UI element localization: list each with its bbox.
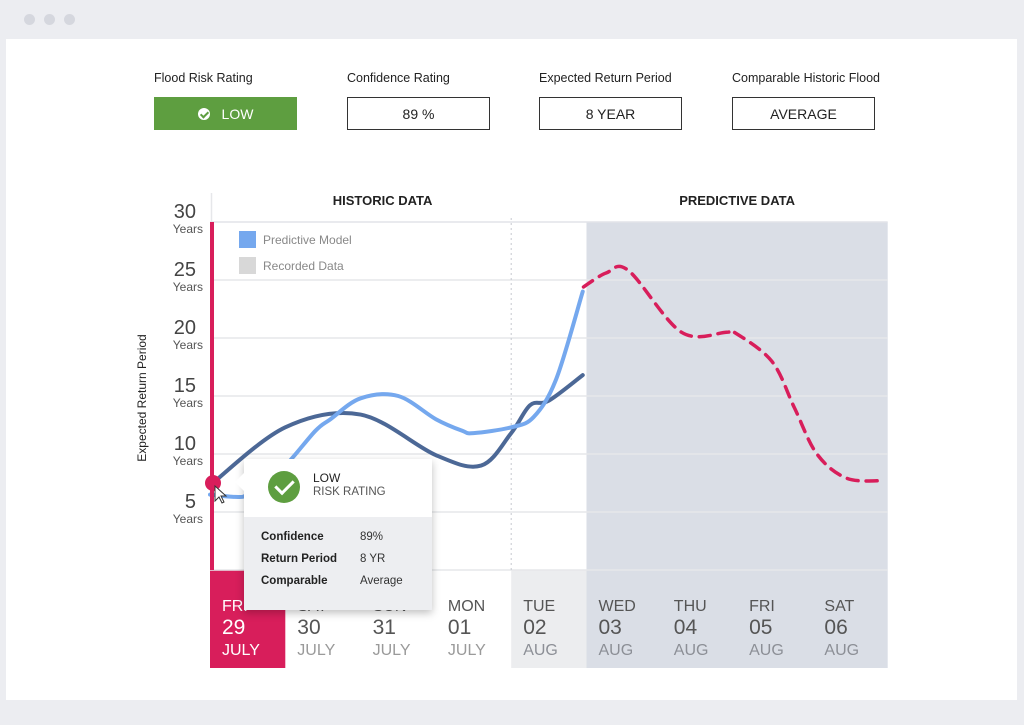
- recorded-data-line: [208, 373, 585, 488]
- flood-risk-badge[interactable]: LOW: [154, 97, 297, 130]
- selected-axis-bar: [210, 222, 214, 570]
- day-of-week-label[interactable]: MON: [448, 598, 485, 615]
- y-tick-unit: Years: [173, 396, 203, 410]
- month-label[interactable]: JULY: [297, 642, 335, 659]
- kpi-value: 8 YEAR: [585, 105, 636, 122]
- y-tick-unit: Years: [173, 512, 203, 526]
- y-tick-unit: Years: [173, 280, 203, 294]
- day-number-label[interactable]: 04: [674, 616, 698, 639]
- forecast-region: [586, 222, 888, 668]
- kpi-return-period: Expected Return Period 8 YEAR: [539, 71, 682, 130]
- tooltip-title: LOW: [313, 471, 341, 485]
- day-of-week-label[interactable]: FRI: [222, 598, 248, 615]
- month-label[interactable]: AUG: [674, 642, 709, 659]
- month-label[interactable]: JULY: [373, 642, 411, 659]
- y-tick-label: 5: [185, 491, 196, 513]
- day-of-week-label[interactable]: THU: [674, 598, 707, 615]
- kpi-value: 89 %: [402, 105, 435, 122]
- kpi-value-box[interactable]: AVERAGE: [732, 97, 875, 130]
- today-column: [511, 570, 587, 668]
- predictive-section-title: PREDICTIVE DATA: [679, 193, 795, 208]
- y-tick-label: 20: [174, 317, 196, 339]
- kpi-confidence: Confidence Rating 89 %: [347, 71, 490, 130]
- window-dot-icon[interactable]: [44, 14, 55, 25]
- month-label[interactable]: AUG: [749, 642, 784, 659]
- day-number-label[interactable]: 06: [824, 616, 847, 639]
- day-of-week-label[interactable]: WED: [599, 598, 636, 615]
- month-label[interactable]: JULY: [222, 642, 260, 659]
- kpi-value: LOW: [221, 105, 254, 122]
- day-number-label[interactable]: 29: [222, 616, 245, 639]
- y-tick-label: 30: [174, 201, 196, 223]
- y-tick-label: 25: [174, 259, 196, 281]
- kpi-label: Expected Return Period: [539, 71, 672, 85]
- window-dot-icon[interactable]: [64, 14, 75, 25]
- tooltip-value: 8 YR: [360, 553, 386, 565]
- tooltip-key: Confidence: [261, 531, 324, 543]
- historic-section-title: HISTORIC DATA: [333, 193, 433, 208]
- y-tick-unit: Years: [173, 222, 203, 236]
- risk-tooltip: LOW RISK RATING Confidence 89% Return Pe…: [235, 459, 432, 610]
- kpi-historic-flood: Comparable Historic Flood AVERAGE: [732, 71, 880, 130]
- day-of-week-label[interactable]: SAT: [824, 598, 854, 615]
- cursor-icon: [214, 484, 228, 504]
- month-label[interactable]: AUG: [599, 642, 634, 659]
- window-dot-icon[interactable]: [24, 14, 35, 25]
- legend-swatch-recorded: [239, 257, 256, 274]
- kpi-flood-risk: Flood Risk Rating LOW: [154, 71, 297, 130]
- legend-label: Recorded Data: [263, 259, 344, 273]
- legend-swatch-predictive: [239, 231, 256, 248]
- tooltip-row: Return Period 8 YR: [244, 553, 432, 575]
- day-of-week-label[interactable]: TUE: [523, 598, 555, 615]
- tooltip-value: Average: [360, 575, 403, 587]
- selected-point-marker[interactable]: [205, 475, 221, 491]
- kpi-value-box[interactable]: 8 YEAR: [539, 97, 682, 130]
- forecast-dashed-line: [581, 264, 887, 483]
- kpi-label: Comparable Historic Flood: [732, 71, 880, 85]
- day-of-week-label[interactable]: FRI: [749, 598, 775, 615]
- tooltip-row: Comparable Average: [244, 575, 432, 597]
- y-tick-label: 15: [174, 375, 196, 397]
- month-label[interactable]: AUG: [824, 642, 859, 659]
- tooltip-key: Comparable: [261, 575, 328, 587]
- day-number-label[interactable]: 02: [523, 616, 546, 639]
- kpi-label: Confidence Rating: [347, 71, 450, 85]
- kpi-value: AVERAGE: [770, 105, 837, 122]
- day-number-label[interactable]: 05: [749, 616, 772, 639]
- day-number-label[interactable]: 30: [297, 616, 320, 639]
- y-tick-unit: Years: [173, 338, 203, 352]
- month-label[interactable]: AUG: [523, 642, 558, 659]
- legend-label: Predictive Model: [263, 233, 352, 247]
- day-number-label[interactable]: 01: [448, 616, 471, 639]
- day-number-label[interactable]: 03: [599, 616, 622, 639]
- month-label[interactable]: JULY: [448, 642, 486, 659]
- y-tick-label: 10: [174, 433, 196, 455]
- tooltip-row: Confidence 89%: [244, 531, 432, 553]
- tooltip-key: Return Period: [261, 553, 338, 565]
- check-circle-icon: [197, 107, 210, 120]
- window-controls: [24, 14, 75, 25]
- tooltip-value: 89%: [360, 531, 384, 543]
- check-circle-icon: [268, 471, 300, 503]
- tooltip-subtitle: RISK RATING: [313, 486, 386, 498]
- kpi-label: Flood Risk Rating: [154, 71, 253, 85]
- day-number-label[interactable]: 31: [373, 616, 396, 639]
- kpi-value-box[interactable]: 89 %: [347, 97, 490, 130]
- y-axis-title: Expected Return Period: [135, 334, 149, 461]
- y-tick-unit: Years: [173, 454, 203, 468]
